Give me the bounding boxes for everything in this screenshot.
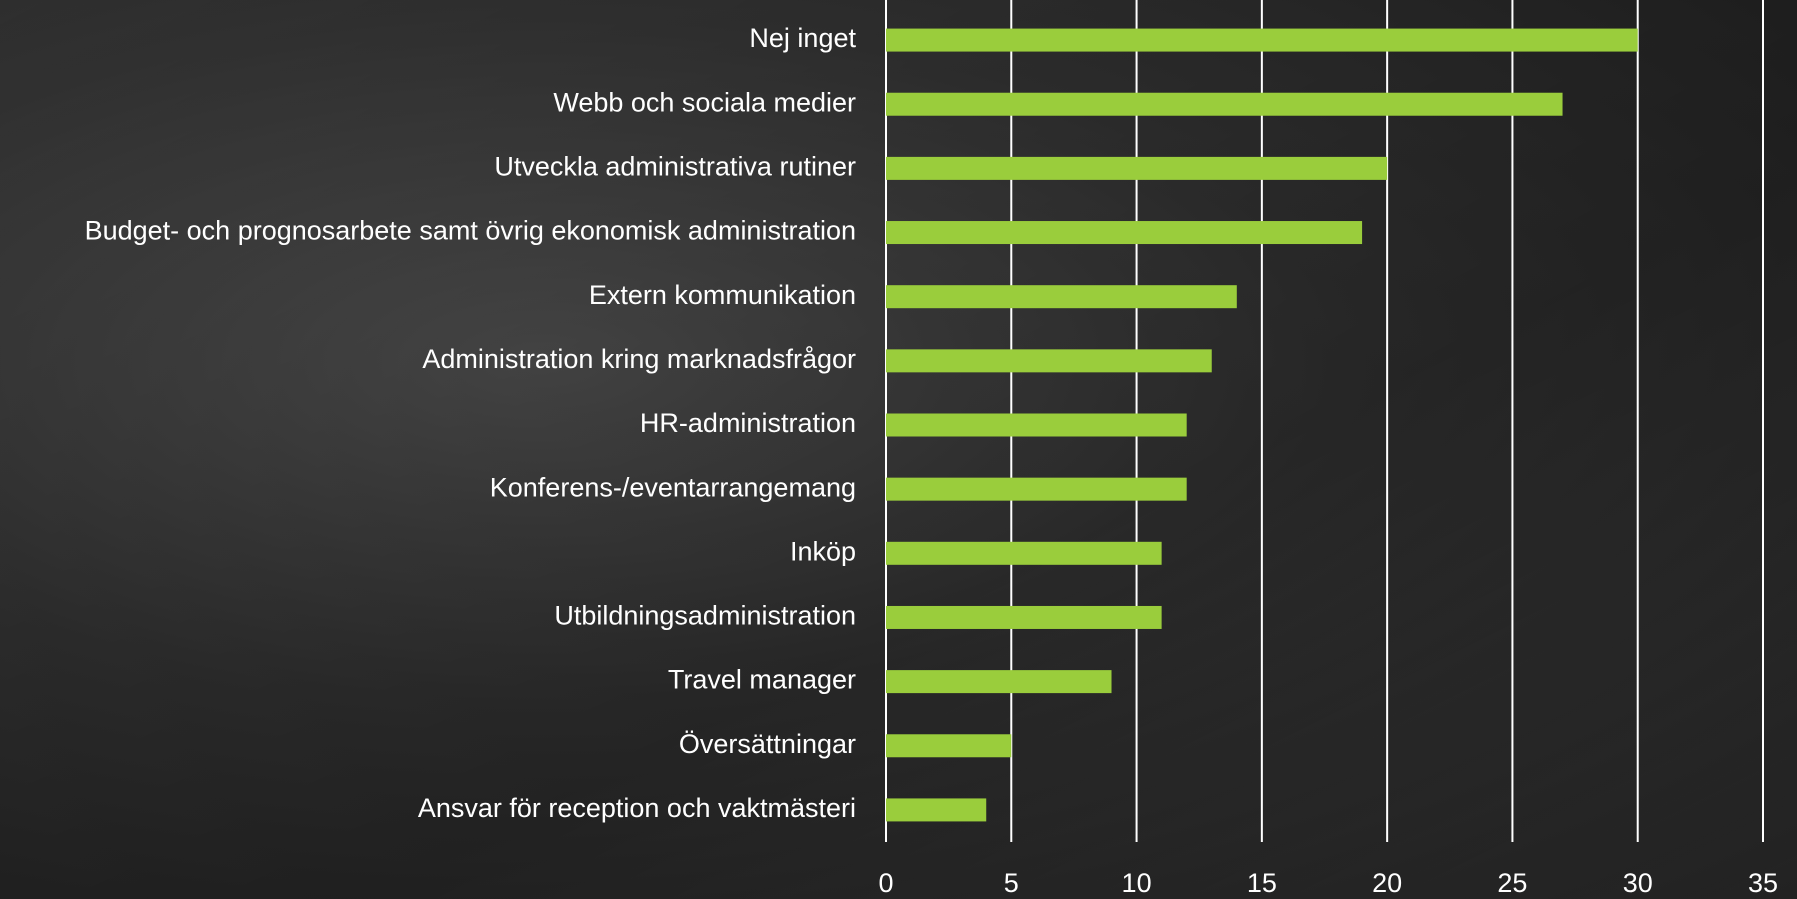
bar xyxy=(886,541,1162,565)
x-tick-label: 35 xyxy=(1748,868,1778,898)
y-tick-label: Administration kring marknadsfrågor xyxy=(422,344,856,374)
y-tick-label: Travel manager xyxy=(668,665,856,695)
y-tick-label: Inköp xyxy=(790,536,856,566)
x-tick-label: 30 xyxy=(1623,868,1653,898)
y-tick-label: Budget- och prognosarbete samt övrig eko… xyxy=(85,216,856,246)
x-tick-label: 10 xyxy=(1122,868,1152,898)
y-tick-label: Översättningar xyxy=(679,729,856,759)
bar xyxy=(886,92,1563,116)
bar xyxy=(886,477,1187,501)
x-tick-label: 25 xyxy=(1497,868,1527,898)
y-tick-label: Extern kommunikation xyxy=(589,280,856,310)
y-tick-label: Utveckla administrativa rutiner xyxy=(494,152,856,182)
x-tick-label: 0 xyxy=(878,868,893,898)
y-tick-label: Nej inget xyxy=(749,23,856,53)
y-tick-label: Ansvar för reception och vaktmästeri xyxy=(418,793,856,823)
x-tick-label: 20 xyxy=(1372,868,1402,898)
bar xyxy=(886,798,987,822)
bar xyxy=(886,670,1112,694)
bar xyxy=(886,28,1638,52)
y-tick-label: Utbildningsadministration xyxy=(554,601,856,631)
x-tick-label: 5 xyxy=(1004,868,1019,898)
y-tick-label: Konferens-/eventarrangemang xyxy=(490,472,856,502)
bar xyxy=(886,156,1388,180)
bar xyxy=(886,605,1162,629)
y-tick-label: HR-administration xyxy=(640,408,856,438)
x-tick-label: 15 xyxy=(1247,868,1277,898)
y-tick-label: Webb och sociala medier xyxy=(553,87,856,117)
bar xyxy=(886,221,1363,245)
bar xyxy=(886,413,1187,437)
bar xyxy=(886,734,1012,758)
bar xyxy=(886,285,1237,309)
bar xyxy=(886,349,1212,373)
